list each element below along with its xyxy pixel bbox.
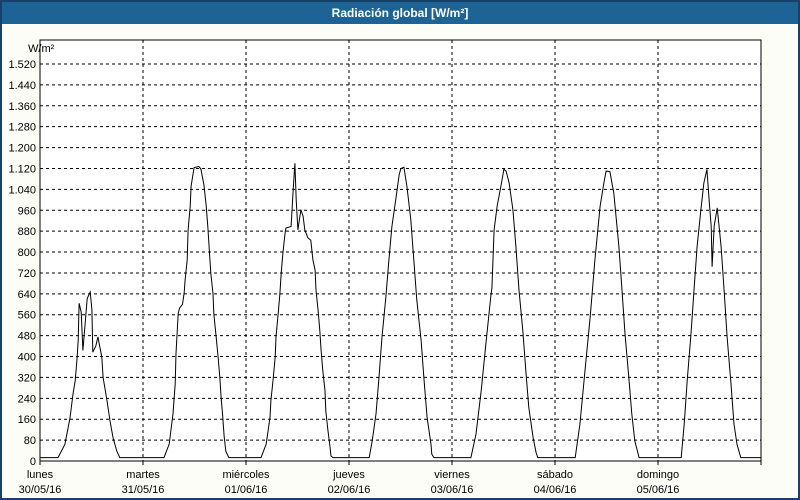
y-tick-label: 880: [18, 226, 36, 238]
x-day-label: jueves: [332, 469, 365, 481]
y-tick-label: 160: [18, 414, 36, 426]
y-tick-label: 320: [18, 372, 36, 384]
y-tick-label: 640: [18, 289, 36, 301]
x-day-label: miércoles: [222, 469, 270, 481]
y-tick-label: 1.520: [8, 59, 36, 71]
y-tick-label: 720: [18, 268, 36, 280]
x-date-label: 01/06/16: [225, 484, 268, 496]
y-tick-label: 1.040: [8, 184, 36, 196]
x-date-label: 03/06/16: [431, 484, 474, 496]
x-date-label: 31/05/16: [122, 484, 165, 496]
x-day-label: lunes: [27, 469, 54, 481]
plot-area: [40, 40, 761, 461]
y-axis-unit-label: W/m²: [28, 43, 55, 55]
y-tick-label: 1.440: [8, 80, 36, 92]
radiation-line: [40, 163, 761, 459]
y-tick-label: 800: [18, 247, 36, 259]
x-date-label: 02/06/16: [328, 484, 371, 496]
radiation-chart: 0 80 160 240 320 400 480 560 640 720 800 880 960 1.04…: [8, 39, 762, 496]
y-tick-label: 1.280: [8, 122, 36, 134]
chart-title-bar: Radiación global [W/m²]: [2, 2, 798, 24]
y-tick-label: 400: [18, 352, 36, 364]
y-tick-label: 1.120: [8, 163, 36, 175]
x-day-label: sábado: [537, 469, 573, 481]
y-tick-label: 1.200: [8, 143, 36, 155]
y-tick-label: 1.360: [8, 101, 36, 113]
y-tick-label: 480: [18, 331, 36, 343]
y-tick-label: 960: [18, 205, 36, 217]
y-tick-label: 80: [24, 435, 36, 447]
plot-border: [39, 39, 762, 462]
x-day-label: viernes: [434, 469, 470, 481]
x-day-label: martes: [126, 469, 160, 481]
y-tick-label: 560: [18, 310, 36, 322]
x-date-label: 05/06/16: [637, 484, 680, 496]
x-date-label: 30/05/16: [19, 484, 62, 496]
x-date-label: 04/06/16: [534, 484, 577, 496]
x-day-label: domingo: [637, 469, 679, 481]
y-tick-label: 0: [30, 456, 36, 468]
y-tick-label: 240: [18, 393, 36, 405]
